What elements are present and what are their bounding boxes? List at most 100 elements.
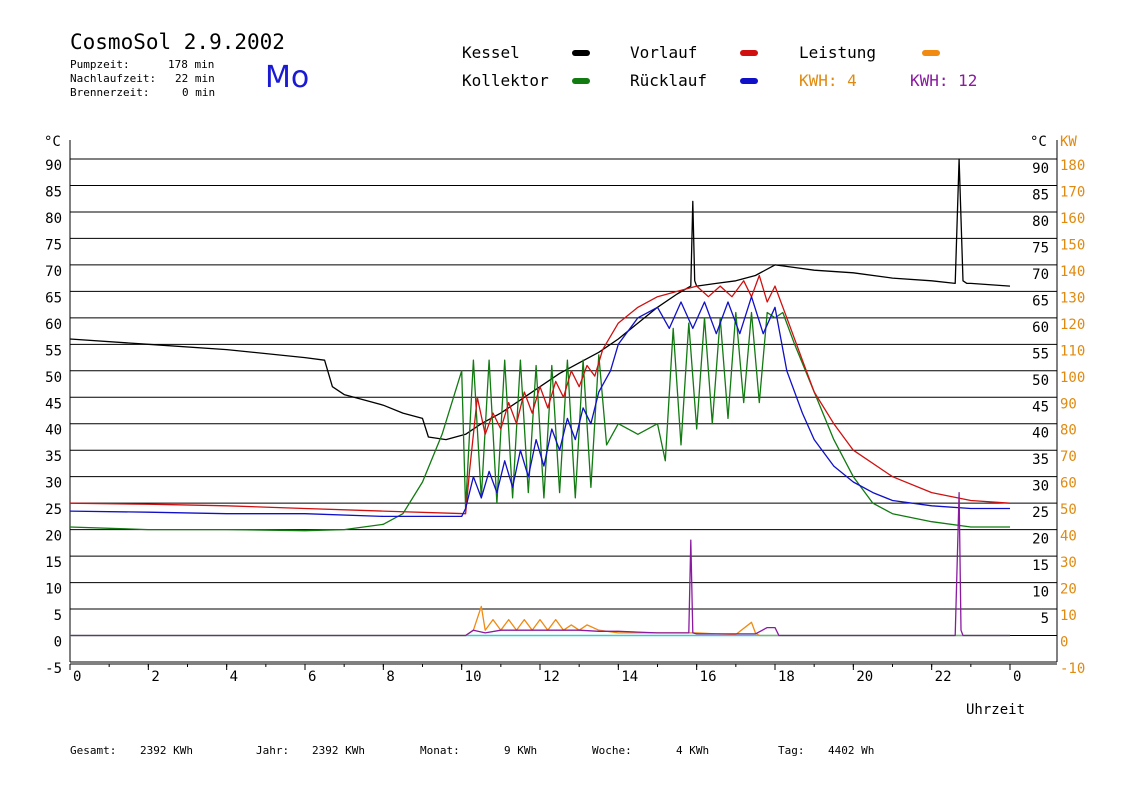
y-kw-tick-label: 10 [1060,608,1077,624]
chart-grid [69,140,1058,665]
y-kw-tick-label: 70 [1060,449,1077,465]
y-kw-tick-label: 60 [1060,476,1077,492]
y-kw-tick-label: 20 [1060,582,1077,598]
x-tick-label: 0 [1013,669,1021,685]
y-left-tick-label: 70 [45,264,62,280]
footer-tag-label: Tag: [778,744,805,757]
y-right-tick-label: 5 [1041,611,1049,627]
y-kw-tick-label: 170 [1060,184,1085,200]
series-line-kwh-12 [70,491,1010,637]
y-kw-tick-label: 80 [1060,423,1077,439]
x-tick-label: 18 [778,669,795,685]
footer-gesamt-label: Gesamt: [70,744,117,757]
legend-leistung-label: Leistung [799,43,877,62]
y-right-tick-label: 60 [1032,320,1049,336]
y-kw-tick-label: 140 [1060,264,1085,280]
series-line-leistung [70,605,1010,637]
x-tick-label: 2 [151,669,159,685]
weekday-label: Mo [265,60,310,95]
chart-series [69,158,1011,637]
x-tick-label: 14 [621,669,638,685]
legend-vorlauf-swatch [740,50,758,56]
x-tick-label: 12 [543,669,560,685]
x-tick-label: 20 [856,669,873,685]
y-kw-tick-label: 150 [1060,237,1085,253]
y-left-tick-label: 75 [45,237,62,253]
y-left-tick-label: 20 [45,529,62,545]
x-tick-label: 16 [700,669,717,685]
y-right-unit: °C [1030,134,1047,150]
y-right-tick-label: 10 [1032,585,1049,601]
legend-kessel-label: Kessel [462,43,520,62]
footer-monat-value: 9 KWh [504,744,538,757]
legend-ruecklauf-label: Rücklauf [630,71,708,90]
legend-kollektor-swatch [572,78,590,84]
legend-kwh-day: KWH: 4 [799,71,857,90]
y-left-tick-label: 45 [45,396,62,412]
nachlaufzeit-value: 22 min [175,72,215,85]
y-right-tick-label: 50 [1032,373,1049,389]
y-right-tick-label: 30 [1032,479,1049,495]
y-kw-tick-label: 120 [1060,317,1085,333]
y-right-tick-label: 35 [1032,452,1049,468]
y-right-tick-label: 75 [1032,240,1049,256]
y-right-tick-label: 15 [1032,558,1049,574]
y-kw-tick-label: 180 [1060,158,1085,174]
series-line-r-cklauf [69,296,1010,518]
x-tick-label: 22 [935,669,952,685]
y-left-tick-label: 50 [45,370,62,386]
y-left-tick-label: 15 [45,555,62,571]
y-right-tick-label: 65 [1032,293,1049,309]
y-right-tick-label: 25 [1032,505,1049,521]
footer-jahr-value: 2392 KWh [312,744,365,757]
y-left-tick-label: 65 [45,290,62,306]
nachlaufzeit-label: Nachlaufzeit: [70,72,157,85]
y-right-tick-label: 55 [1032,346,1049,362]
legend-kessel-swatch [572,50,590,56]
x-tick-label: 10 [465,669,482,685]
y-right-tick-label: 80 [1032,214,1049,230]
x-tick-label: 4 [230,669,238,685]
pumpzeit-label: Pumpzeit: [70,58,130,71]
y-left-unit: °C [44,134,61,150]
y-kw-unit: KW [1060,134,1077,150]
y-left-tick-label: -5 [45,661,62,677]
x-tick-label: 0 [73,669,81,685]
footer-woche-value: 4 KWh [676,744,710,757]
series-line-vorlauf [69,274,1011,515]
y-left-tick-label: 35 [45,449,62,465]
footer-tag-value: 4402 Wh [828,744,875,757]
y-right-tick-label: 40 [1032,426,1049,442]
y-left-tick-label: 85 [45,184,62,200]
footer-gesamt-value: 2392 KWh [140,744,193,757]
y-right-tick-label: 45 [1032,399,1049,415]
series-line-kollektor [69,311,1010,532]
chart-title: CosmoSol 2.9.2002 [70,30,285,54]
y-kw-tick-label: 160 [1060,211,1085,227]
y-kw-tick-label: 40 [1060,529,1077,545]
y-left-tick-label: 25 [45,502,62,518]
y-kw-tick-label: 110 [1060,343,1085,359]
x-tick-label: 8 [386,669,394,685]
brennerzeit-label: Brennerzeit: [70,86,150,99]
y-right-tick-label: 85 [1032,187,1049,203]
legend-vorlauf-label: Vorlauf [630,43,698,62]
y-left-tick-label: 80 [45,211,62,227]
y-left-tick-label: 0 [54,635,62,651]
y-left-tick-label: 30 [45,476,62,492]
y-kw-tick-label: 90 [1060,396,1077,412]
legend-leistung-swatch [922,50,940,56]
footer-woche-label: Woche: [592,744,632,757]
footer-monat-label: Monat: [420,744,460,757]
chart-ticks: 0 2 4 6 8 10 12 14 16 18 20 22 090858075706560555045… [45,158,1085,685]
pumpzeit-value: 178 min [168,58,215,71]
y-kw-tick-label: 50 [1060,502,1077,518]
footer-jahr-label: Jahr: [256,744,290,757]
y-left-tick-label: 10 [45,582,62,598]
y-kw-tick-label: -10 [1060,661,1085,677]
y-kw-tick-label: 30 [1060,555,1077,571]
x-tick-label: 6 [308,669,316,685]
y-kw-tick-label: 130 [1060,290,1085,306]
y-kw-tick-label: 100 [1060,370,1085,386]
legend-kollektor-label: Kollektor [462,71,549,90]
